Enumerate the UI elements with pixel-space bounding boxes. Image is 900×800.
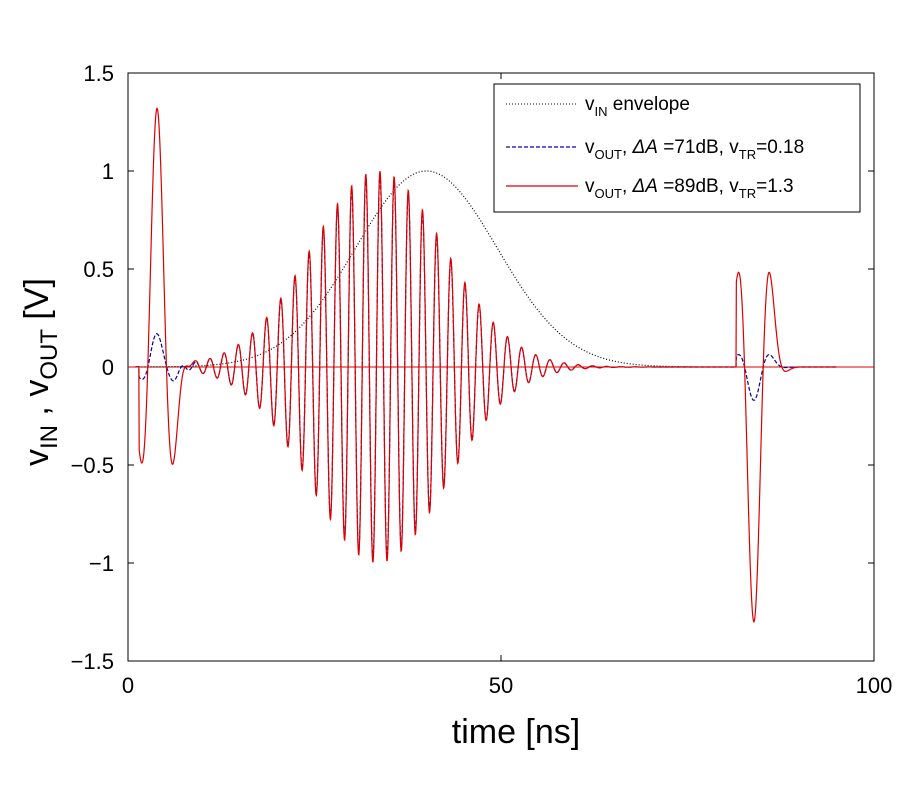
legend-box xyxy=(493,83,861,213)
y-tick-label: 1 xyxy=(102,159,114,184)
series-line-2 xyxy=(135,107,837,623)
y-tick-label: 1.5 xyxy=(83,61,114,86)
y-title-sub-in: IN xyxy=(36,425,63,449)
legend-label-vout-89db: vOUT, ΔA =89dB, vTR=1.3 xyxy=(585,176,794,201)
tick-labels: 0 50 100 −1.5 −1 −0.5 0 0.5 1 1.5 xyxy=(71,61,893,698)
y-title-v-out: v xyxy=(18,380,56,397)
y-tick-label: 0 xyxy=(102,355,114,380)
y-axis-title: vIN , vOUT [V] xyxy=(18,278,63,466)
series-line-0 xyxy=(135,170,695,368)
y-tick-label: −0.5 xyxy=(71,453,114,478)
axis-ticks xyxy=(127,72,875,662)
x-axis-title: time [ns] xyxy=(452,713,580,751)
x-tick-label: 100 xyxy=(856,673,893,698)
legend: vIN envelope vOUT, ΔA =71dB, vTR=0.18 vO… xyxy=(493,83,861,213)
y-title-sep: , xyxy=(18,397,56,425)
legend-label-vin: vIN envelope xyxy=(585,94,690,119)
y-tick-label: −1.5 xyxy=(71,649,114,674)
y-title-unit: [V] xyxy=(18,278,56,329)
x-tick-label: 0 xyxy=(122,673,134,698)
legend-label-vout-71db: vOUT, ΔA =71dB, vTR=0.18 xyxy=(585,137,804,162)
y-tick-label: −1 xyxy=(89,551,114,576)
y-tick-label: 0.5 xyxy=(83,257,114,282)
x-tick-label: 50 xyxy=(489,673,513,698)
y-title-v-in: v xyxy=(18,449,56,466)
y-title-sub-out: OUT xyxy=(36,329,63,380)
series-layer xyxy=(128,107,874,623)
